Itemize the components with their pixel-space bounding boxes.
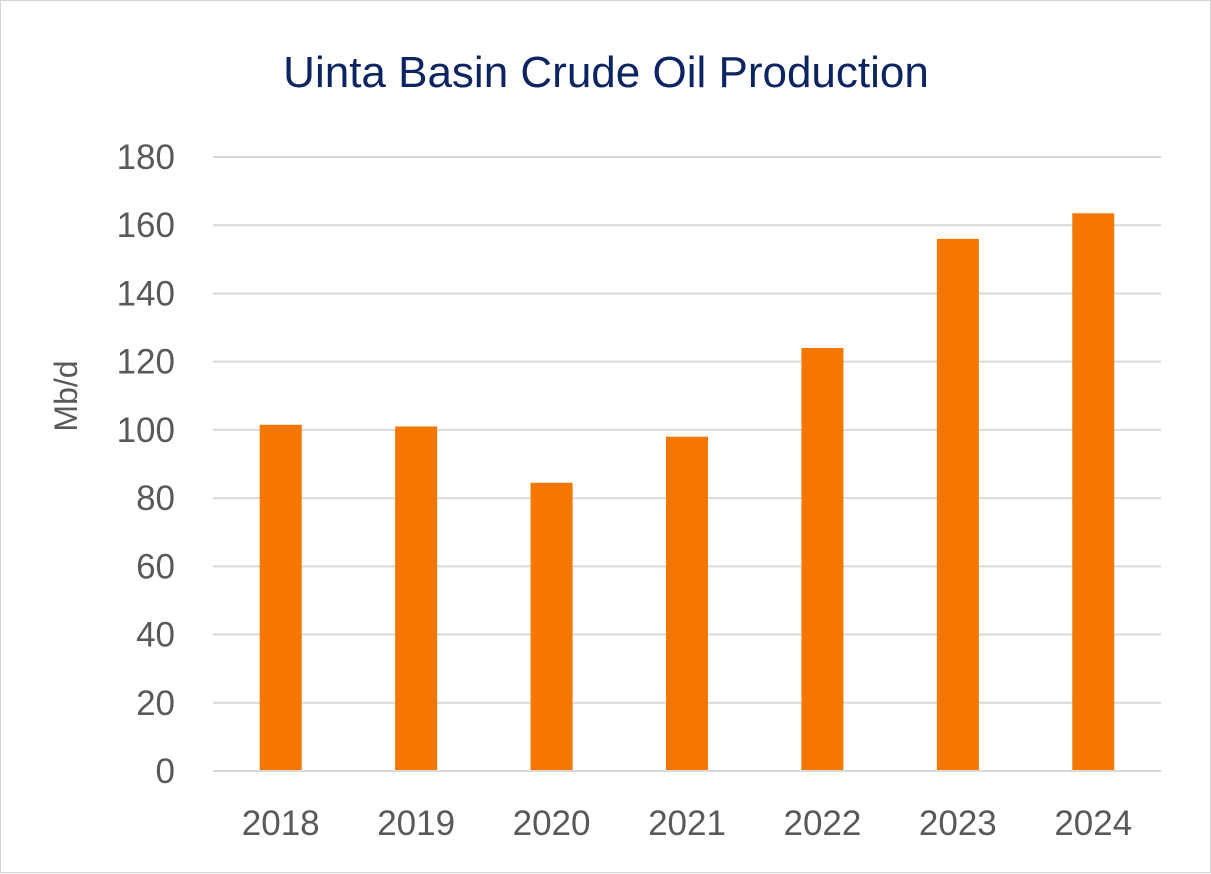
y-tick-label: 100 bbox=[117, 411, 175, 450]
x-tick-label: 2018 bbox=[242, 804, 320, 843]
y-tick-label: 140 bbox=[117, 274, 175, 313]
x-tick-label: 2022 bbox=[783, 804, 861, 843]
y-tick-label: 160 bbox=[117, 206, 175, 245]
bar-2019 bbox=[395, 426, 438, 771]
bars bbox=[259, 213, 1115, 772]
bar-2024 bbox=[1072, 213, 1115, 772]
bar-2021 bbox=[666, 436, 708, 771]
y-tick-label: 40 bbox=[136, 616, 175, 655]
bar-2022 bbox=[801, 348, 844, 771]
bar-2023 bbox=[936, 238, 979, 771]
x-tick-label: 2019 bbox=[377, 804, 455, 843]
y-tick-label: 180 bbox=[117, 138, 175, 177]
x-tick-label: 2023 bbox=[919, 804, 997, 843]
chart-title: Uinta Basin Crude Oil Production bbox=[283, 48, 929, 97]
bar-2018 bbox=[259, 424, 302, 771]
y-tick-label: 20 bbox=[136, 684, 175, 723]
x-tick-label: 2020 bbox=[513, 804, 591, 843]
y-tick-label: 120 bbox=[117, 343, 175, 382]
y-tick-label: 0 bbox=[156, 752, 175, 791]
x-tick-label: 2024 bbox=[1054, 804, 1132, 843]
x-axis-ticks: 2018 2019 2020 2021 2022 2023 2024 bbox=[242, 804, 1132, 843]
y-tick-label: 80 bbox=[136, 479, 175, 518]
bar-2020 bbox=[530, 482, 573, 771]
y-axis-title: Mb/d bbox=[48, 360, 84, 431]
y-tick-label: 60 bbox=[136, 547, 175, 586]
gridlines bbox=[213, 156, 1161, 704]
x-tick-label: 2021 bbox=[648, 804, 726, 843]
y-axis-ticks: 0 20 40 60 80 100 120 140 160 180 bbox=[117, 138, 175, 791]
